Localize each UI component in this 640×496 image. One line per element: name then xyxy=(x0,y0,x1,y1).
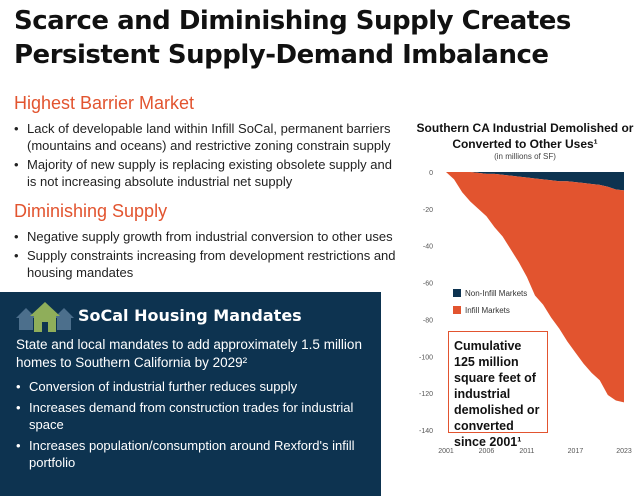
title-line-1: Scarce and Diminishing Supply Creates xyxy=(14,6,571,36)
x-tick-label: 2001 xyxy=(438,448,454,455)
x-tick-label: 2006 xyxy=(479,448,495,455)
bullet: Lack of developable land within Infill S… xyxy=(14,120,404,154)
x-tick-label: 2017 xyxy=(568,448,584,455)
y-tick-label: 0 xyxy=(429,170,433,177)
section-heading-diminishing: Diminishing Supply xyxy=(14,201,168,221)
legend-non-infill: Non-Infill Markets xyxy=(453,289,527,298)
bullet: Increases demand from construction trade… xyxy=(16,399,376,433)
y-tick-label: -20 xyxy=(423,207,433,214)
bullet: Majority of new supply is replacing exis… xyxy=(14,156,404,190)
y-tick-label: -60 xyxy=(423,281,433,288)
y-tick-label: -100 xyxy=(419,354,433,361)
legend-label: Non-Infill Markets xyxy=(465,289,528,298)
housing-bullets: Conversion of industrial further reduces… xyxy=(16,378,376,475)
x-tick-label: 2023 xyxy=(616,448,632,455)
chart-subtitle: (in millions of SF) xyxy=(494,152,556,161)
y-tick-label: -80 xyxy=(423,317,433,324)
y-tick-label: -120 xyxy=(419,391,433,398)
chart-title: Southern CA Industrial Demolished or Con… xyxy=(416,121,634,151)
legend-infill: Infill Markets xyxy=(453,306,510,315)
legend-swatch xyxy=(453,289,461,297)
callout-box: Cumulative 125 million square feet of in… xyxy=(448,331,548,449)
bullet: Conversion of industrial further reduces… xyxy=(16,378,376,395)
barrier-bullets: Lack of developable land within Infill S… xyxy=(14,120,404,192)
area-non-infill-markets xyxy=(446,172,624,191)
housing-lead: State and local mandates to add approxim… xyxy=(16,337,362,370)
x-tick-label: 2011 xyxy=(519,448,534,455)
area-infill-markets xyxy=(446,172,624,403)
y-tick-label: -40 xyxy=(423,244,433,251)
legend-label: Infill Markets xyxy=(465,306,510,315)
bullet: Negative supply growth from industrial c… xyxy=(14,228,404,245)
houses-icon xyxy=(16,302,74,332)
diminishing-bullets: Negative supply growth from industrial c… xyxy=(14,228,404,283)
section-heading-barrier: Highest Barrier Market xyxy=(14,93,195,113)
housing-title: SoCal Housing Mandates xyxy=(78,306,302,325)
y-tick-label: -140 xyxy=(419,428,433,435)
page-title: Scarce and Diminishing Supply Creates Pe… xyxy=(14,4,571,72)
title-line-2: Persistent Supply-Demand Imbalance xyxy=(14,40,549,70)
bullet: Increases population/consumption around … xyxy=(16,437,376,471)
housing-mandates-panel: SoCal Housing Mandates State and local m… xyxy=(0,292,381,496)
bullet: Supply constraints increasing from devel… xyxy=(14,247,404,281)
legend-swatch xyxy=(453,306,461,314)
